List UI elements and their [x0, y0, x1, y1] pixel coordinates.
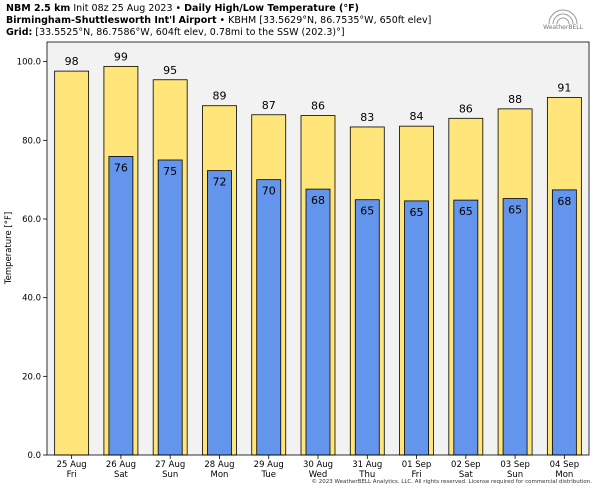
init-time: Init 08z 25 Aug 2023: [73, 3, 173, 14]
x-tick-weekday: Mon: [555, 470, 573, 480]
header-line-3: Grid: [33.5525°N, 86.7586°W, 604ft elev,…: [6, 27, 345, 39]
y-tick-label: 100.0: [17, 58, 41, 68]
low-temp-bar: [108, 156, 134, 456]
x-tick-weekday: Tue: [260, 470, 276, 480]
x-tick-weekday: Sat: [459, 470, 474, 480]
low-temp-label: 68: [311, 194, 325, 207]
low-temp-label: 70: [262, 185, 276, 198]
logo-text: WeatherBELL: [543, 24, 584, 31]
high-temp-bar: [54, 70, 90, 456]
low-temp-bar: [453, 199, 479, 456]
separator: •: [219, 15, 226, 26]
x-tick-weekday: Thu: [358, 470, 375, 480]
x-tick-date: 04 Sep: [550, 460, 580, 470]
low-temp-bar: [404, 200, 429, 456]
x-tick-weekday: Sat: [114, 470, 129, 480]
low-temp-label: 72: [212, 176, 226, 189]
x-tick-weekday: Fri: [67, 470, 77, 480]
y-tick-label: 60.0: [22, 215, 41, 225]
separator: •: [175, 3, 182, 14]
y-axis-ticks: 0.0 20.0 40.0 60.0 80.0 100.0: [17, 58, 47, 461]
low-temp-bar: [502, 198, 528, 456]
x-tick-date: 27 Aug: [155, 460, 185, 470]
product-title: Daily High/Low Temperature (°F): [184, 3, 359, 14]
high-temp-label: 95: [163, 64, 177, 77]
low-temp-bar: [551, 189, 577, 456]
x-tick-weekday: Mon: [210, 470, 228, 480]
y-tick-label: 0.0: [27, 451, 41, 461]
site-name: Birmingham-Shuttlesworth Int'l Airport: [6, 15, 217, 26]
high-temp-label: 88: [508, 93, 522, 106]
high-temp-label: 89: [212, 90, 226, 103]
bars: 98 99 76 95 75 89 72 87 70 86 68 83 65 84 65 86 65 88 65 91…: [54, 50, 582, 456]
header-line-2: Birmingham-Shuttlesworth Int'l Airport •…: [6, 15, 431, 27]
x-tick-date: 29 Aug: [254, 460, 284, 470]
low-temp-bar: [207, 170, 232, 456]
low-temp-label: 65: [508, 204, 522, 217]
high-temp-label: 98: [65, 55, 79, 68]
low-temp-bar: [157, 159, 183, 456]
weatherbell-logo: WeatherBELL: [543, 9, 584, 31]
x-tick-weekday: Sun: [162, 470, 178, 480]
x-tick-date: 01 Sep: [402, 460, 432, 470]
high-temp-label: 91: [557, 81, 571, 94]
low-temp-label: 76: [114, 161, 128, 174]
x-tick-weekday: Fri: [411, 470, 421, 480]
low-temp-label: 75: [163, 165, 177, 178]
low-temp-bar: [256, 179, 282, 456]
y-tick-label: 20.0: [22, 372, 41, 382]
x-tick-date: 02 Sep: [451, 460, 481, 470]
x-tick-date: 25 Aug: [57, 460, 87, 470]
low-temp-bar: [305, 188, 331, 456]
high-temp-label: 84: [410, 110, 424, 123]
x-tick-date: 26 Aug: [106, 460, 136, 470]
x-tick-date: 03 Sep: [500, 460, 530, 470]
low-temp-label: 65: [360, 205, 374, 218]
grid-label: Grid:: [6, 27, 33, 38]
copyright-notice: © 2023 WeatherBELL Analytics, LLC. All r…: [311, 479, 592, 485]
y-tick-label: 40.0: [22, 294, 41, 304]
low-temp-bar: [354, 199, 380, 456]
site-meta: KBHM [33.5629°N, 86.7535°W, 650ft elev]: [228, 15, 432, 26]
high-temp-label: 86: [311, 100, 325, 113]
low-temp-label: 65: [410, 206, 424, 219]
x-tick-date: 30 Aug: [303, 460, 333, 470]
high-temp-label: 87: [262, 99, 276, 112]
x-tick-date: 28 Aug: [204, 460, 234, 470]
low-temp-label: 68: [557, 195, 571, 208]
x-tick-weekday: Wed: [309, 470, 328, 480]
low-temp-label: 65: [459, 205, 473, 218]
y-axis-label: Temperature [°F]: [4, 212, 14, 285]
model-name: NBM 2.5 km: [6, 3, 71, 14]
plot-frame: [46, 41, 590, 456]
high-temp-label: 99: [114, 50, 128, 63]
y-tick-label: 80.0: [22, 136, 41, 146]
x-tick-weekday: Sun: [507, 470, 523, 480]
high-temp-label: 83: [360, 111, 374, 124]
header-line-1: NBM 2.5 km Init 08z 25 Aug 2023 • Daily …: [6, 3, 359, 15]
high-temp-label: 86: [459, 102, 473, 115]
grid-meta: [33.5525°N, 86.7586°W, 604ft elev, 0.78m…: [35, 27, 345, 38]
x-tick-date: 31 Aug: [352, 460, 382, 470]
